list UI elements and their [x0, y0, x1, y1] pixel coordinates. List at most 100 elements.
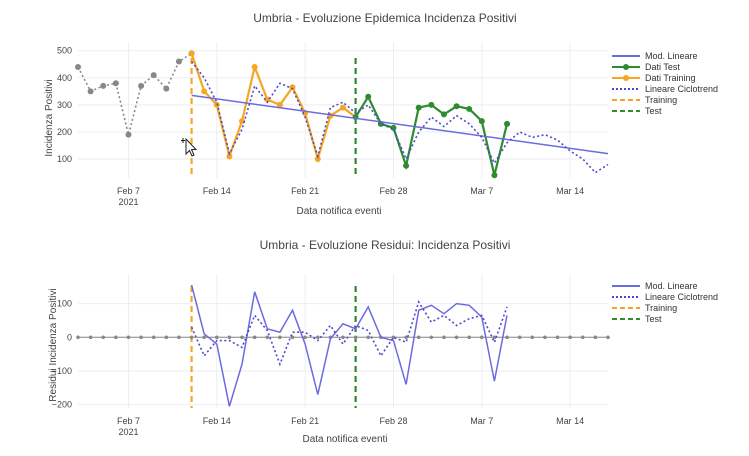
x-tick-label: Feb 28 [379, 186, 407, 196]
grid [78, 274, 608, 408]
series-line-mod-lineare [191, 94, 609, 155]
data-point [164, 335, 169, 340]
data-point [517, 335, 522, 340]
legend-label: Dati Test [645, 62, 680, 72]
data-point [530, 335, 535, 340]
y-ticks: 100 200 300 400 500 [57, 46, 72, 164]
y-tick-label: 100 [57, 299, 72, 309]
legend-label: Dati Training [645, 73, 696, 83]
data-point [568, 335, 572, 340]
data-point [341, 335, 345, 340]
data-point [555, 335, 560, 340]
y-tick-label: 300 [57, 100, 72, 110]
data-point [125, 131, 132, 138]
data-point [88, 335, 93, 340]
data-point [265, 335, 270, 340]
data-point [87, 88, 94, 95]
data-point [189, 335, 194, 340]
data-point [151, 335, 156, 340]
data-point [429, 335, 434, 340]
move-cursor-icon [181, 137, 198, 157]
series-line-history [77, 52, 193, 135]
data-point [175, 58, 182, 65]
data-point [101, 335, 106, 340]
chart-title: Umbria - Evoluzione Residui: Incidenza P… [260, 238, 511, 252]
series-line-lineare-ciclotrend [190, 299, 508, 367]
series-line-mod-lineare [190, 284, 508, 407]
data-point [289, 84, 296, 91]
legend: Mod. Lineare Dati Test Dati Training Lin… [612, 51, 718, 116]
y-tick-label: 200 [57, 127, 72, 137]
data-point [264, 96, 271, 103]
x-tick-label: Feb 28 [379, 416, 407, 426]
series-line-lineare-ciclotrend [190, 61, 609, 174]
data-point [492, 335, 497, 340]
legend-label: Training [645, 303, 677, 313]
y-axis-title: Residui Incidenza Positivi [48, 288, 59, 401]
x-tick-label: Feb 7 [117, 416, 140, 426]
data-point [353, 335, 358, 340]
legend-swatch-marker [623, 64, 629, 70]
data-point [100, 82, 107, 89]
x-axis-title: Data notifica eventi [302, 434, 387, 445]
data-point [505, 335, 509, 340]
data-point [403, 162, 410, 169]
legend: Mod. Lineare Lineare Ciclotrend Training… [612, 281, 718, 324]
data-point [593, 335, 598, 340]
data-point [163, 85, 170, 92]
data-point [428, 101, 435, 108]
data-point [415, 104, 422, 111]
data-point [201, 88, 208, 95]
x-axis-title: Data notifica eventi [296, 206, 381, 217]
y-tick-label: 0 [67, 332, 72, 342]
data-point [366, 335, 371, 340]
y-axis-title: Incidenza Positivi [44, 79, 55, 156]
data-point [606, 335, 610, 340]
data-point [138, 82, 145, 89]
legend-label: Test [645, 314, 662, 324]
y-tick-label: 400 [57, 73, 72, 83]
data-point [112, 80, 119, 87]
data-point [177, 335, 181, 340]
data-point [416, 335, 421, 340]
data-point [276, 101, 283, 108]
data-point [480, 335, 484, 340]
x-tick-label: Mar 14 [556, 416, 584, 426]
data-point [404, 335, 408, 340]
data-point [150, 72, 157, 79]
x-tick-label: Mar 7 [470, 416, 493, 426]
x-ticks: Feb 7 Feb 14 Feb 21 Feb 28 Mar 7 Mar 14 … [117, 416, 584, 437]
data-point [240, 335, 244, 340]
data-point [340, 104, 346, 111]
data-point [440, 111, 447, 118]
chart-residuals: Umbria - Evoluzione Residui: Incidenza P… [48, 238, 718, 445]
data-point [188, 50, 195, 57]
data-point [114, 335, 118, 340]
legend-label: Lineare Ciclotrend [645, 84, 718, 94]
data-point [126, 335, 131, 340]
plot-area [76, 284, 610, 408]
legend-label: Lineare Ciclotrend [645, 292, 718, 302]
legend-label: Training [645, 95, 677, 105]
data-point [478, 118, 485, 125]
data-point [580, 335, 585, 340]
data-point [454, 335, 459, 340]
data-point [202, 335, 206, 340]
data-point [365, 93, 372, 100]
y-tick-label: −200 [52, 400, 72, 410]
x-tick-label: Mar 14 [556, 186, 584, 196]
data-point [467, 335, 471, 340]
x-tick-label: Feb 14 [203, 186, 231, 196]
plot-area [75, 50, 609, 179]
chart-epidemic-evolution: Umbria - Evoluzione Epidemica Incidenza … [44, 11, 718, 217]
y-ticks: 100 0 −100 −200 [52, 299, 72, 410]
data-point [453, 103, 460, 110]
x-tick-label: Feb 21 [291, 186, 319, 196]
data-point [76, 335, 80, 340]
data-point [215, 335, 219, 340]
y-tick-label: −100 [52, 366, 72, 376]
data-point [75, 63, 81, 70]
legend-label: Mod. Lineare [645, 281, 698, 291]
